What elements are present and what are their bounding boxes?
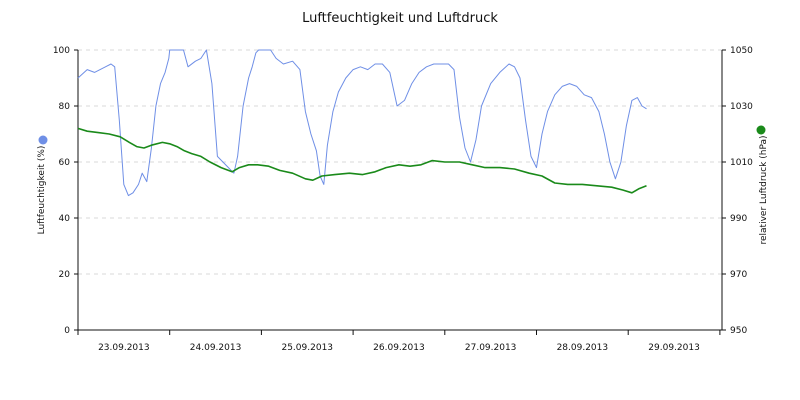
right-tick-label: 1050 [730, 46, 753, 56]
left-tick-label: 60 [59, 158, 71, 168]
x-tick-label: 26.09.2013 [373, 343, 425, 353]
right-tick-label: 970 [730, 270, 747, 280]
chart-title: Luftfeuchtigkeit und Luftdruck [302, 11, 498, 26]
right-tick-label: 990 [730, 214, 747, 224]
right-axis-title: relativer Luftdruck (hPa) [759, 135, 769, 244]
x-tick-label: 24.09.2013 [190, 343, 242, 353]
x-tick-label: 28.09.2013 [557, 343, 609, 353]
pressure-series-line [77, 127, 647, 194]
left-tick-label: 100 [53, 46, 70, 56]
x-tick-label: 29.09.2013 [648, 343, 700, 353]
right-tick-label: 1010 [730, 158, 753, 168]
humidity-legend-dot [38, 135, 48, 145]
pressure-legend-dot [756, 125, 766, 135]
right-tick-label: 950 [730, 326, 747, 336]
left-tick-label: 20 [59, 270, 71, 280]
x-tick-label: 23.09.2013 [98, 343, 150, 353]
left-tick-label: 40 [59, 214, 71, 224]
left-tick-label: 80 [59, 102, 71, 112]
left-axis-title: Luftfeuchtigkeit (%) [37, 146, 47, 235]
left-tick-label: 0 [64, 326, 70, 336]
x-tick-label: 25.09.2013 [281, 343, 333, 353]
x-tick-label: 27.09.2013 [465, 343, 517, 353]
right-tick-label: 1030 [730, 102, 753, 112]
humidity-series-line [77, 49, 647, 197]
